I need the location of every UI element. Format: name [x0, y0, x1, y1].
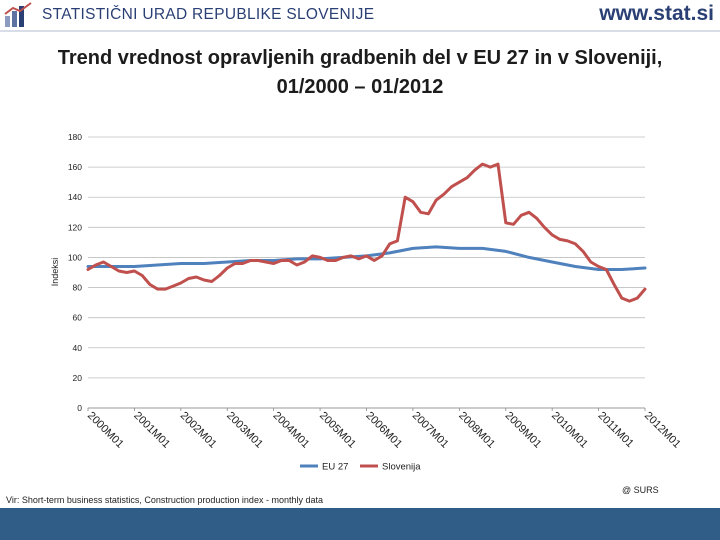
copyright-note: @ SURS	[622, 485, 659, 495]
y-tick-label: 180	[68, 132, 82, 142]
y-tick-label: 100	[68, 252, 82, 262]
x-tick-label: 2006M01	[363, 410, 404, 451]
y-tick-label: 160	[68, 162, 82, 172]
x-tick-label: 2008M01	[456, 410, 497, 451]
x-tick-label: 2007M01	[410, 410, 451, 451]
y-tick-label: 60	[73, 313, 83, 323]
y-axis-title: Indeksi	[50, 258, 60, 287]
x-tick-label: 2011M01	[595, 410, 635, 450]
y-tick-label: 80	[73, 283, 83, 293]
y-tick-label: 20	[73, 373, 83, 383]
y-tick-label: 0	[77, 403, 82, 413]
x-tick-label: 2002M01	[178, 410, 219, 451]
x-tick-label: 2003M01	[224, 410, 265, 451]
footer-band	[0, 508, 720, 540]
x-tick-label: 2009M01	[503, 410, 544, 451]
series-line-slovenija	[86, 162, 647, 303]
x-tick-label: 2004M01	[271, 410, 312, 451]
site-url-link[interactable]: www.stat.si	[599, 2, 714, 25]
legend-label: Slovenija	[382, 462, 421, 473]
header-band: STATISTIČNI URAD REPUBLIKE SLOVENIJE www…	[0, 0, 720, 32]
surs-logo-icon	[4, 2, 32, 27]
legend-label: EU 27	[322, 462, 348, 473]
x-tick-label: 2010M01	[549, 410, 590, 451]
x-tick-label: 2012M01	[642, 410, 683, 451]
y-tick-label: 120	[68, 222, 82, 232]
x-tick-label: 2005M01	[317, 410, 358, 451]
y-tick-label: 140	[68, 192, 82, 202]
x-tick-label: 2000M01	[85, 410, 126, 451]
source-note: Vir: Short-term business statistics, Con…	[6, 495, 323, 505]
x-tick-label: 2001M01	[131, 410, 172, 451]
org-name: STATISTIČNI URAD REPUBLIKE SLOVENIJE	[42, 6, 375, 23]
chart-title: Trend vrednost opravljenih gradbenih del…	[57, 47, 663, 98]
series-line-eu27	[86, 245, 647, 271]
y-tick-label: 40	[73, 343, 83, 353]
